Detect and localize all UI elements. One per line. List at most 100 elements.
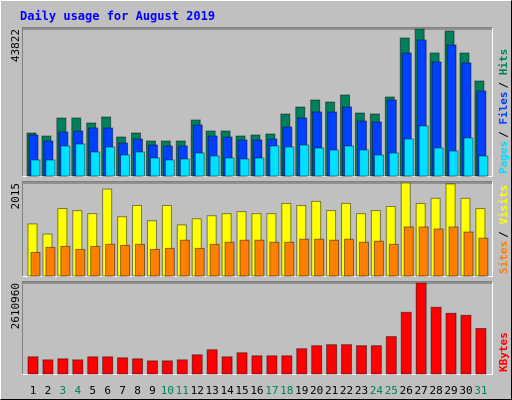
bar	[344, 238, 355, 277]
x-tick-label: 14	[220, 384, 234, 397]
bar	[418, 125, 429, 177]
x-tick-label: 13	[206, 384, 219, 397]
bar	[358, 149, 369, 177]
bar	[176, 359, 188, 375]
bar	[57, 358, 69, 375]
y-tick-label: 2015	[9, 183, 22, 210]
x-tick-label: 18	[280, 384, 293, 397]
bar	[72, 359, 84, 375]
legend-entry: Visits	[497, 185, 510, 225]
bar	[90, 245, 101, 277]
legend-entry: Hits	[497, 49, 510, 76]
bar	[209, 155, 220, 177]
bar	[269, 145, 280, 177]
bar	[415, 282, 427, 375]
bar	[132, 358, 144, 375]
bar	[355, 345, 367, 375]
x-tick-label: 7	[119, 384, 126, 397]
bar	[400, 311, 412, 375]
bar	[314, 238, 325, 277]
bar	[224, 157, 235, 177]
x-tick-label: 29	[444, 384, 457, 397]
bar	[224, 241, 235, 277]
x-tick-label: 9	[149, 384, 156, 397]
bar	[433, 228, 444, 277]
bar	[388, 243, 399, 277]
x-tick-label: 1	[30, 384, 37, 397]
bar	[403, 226, 414, 277]
bar	[209, 243, 220, 277]
legend-separator: /	[497, 131, 510, 138]
bar	[478, 155, 489, 177]
x-tick-label: 21	[325, 384, 338, 397]
x-tick-label: 11	[176, 384, 189, 397]
x-tick-label: 24	[370, 384, 384, 397]
bar	[344, 145, 355, 177]
x-tick-label: 15	[235, 384, 248, 397]
x-tick-label: 16	[250, 384, 263, 397]
bar	[311, 345, 323, 375]
x-tick-label: 25	[385, 384, 398, 397]
bar	[373, 154, 384, 177]
bar	[60, 245, 71, 277]
x-tick-label: 2	[45, 384, 52, 397]
bar	[430, 306, 442, 375]
bar	[117, 357, 129, 375]
bar	[299, 238, 310, 277]
x-tick-label: 5	[89, 384, 96, 397]
bar	[403, 138, 414, 177]
x-tick-label: 28	[429, 384, 442, 397]
x-tick-label: 17	[265, 384, 278, 397]
legend-entry: Sites	[497, 241, 510, 274]
x-tick-label: 19	[295, 384, 308, 397]
bar	[135, 243, 146, 277]
bar	[191, 354, 203, 375]
bar	[341, 344, 353, 375]
bar	[266, 355, 278, 375]
bar	[445, 312, 457, 375]
bar	[75, 248, 86, 277]
bar	[388, 152, 399, 177]
legend-entry: Files	[497, 92, 510, 125]
bar	[326, 344, 338, 375]
bar	[45, 159, 56, 177]
x-tick-label: 6	[104, 384, 111, 397]
bar	[448, 226, 459, 277]
bar	[251, 355, 263, 375]
panel-bevel	[22, 27, 493, 177]
x-tick-label: 10	[161, 384, 174, 397]
bar	[385, 336, 397, 375]
bar	[463, 231, 474, 277]
legend-separator: /	[497, 82, 510, 89]
bar	[102, 356, 114, 375]
bar	[236, 352, 248, 375]
bar	[105, 243, 116, 277]
bar	[45, 246, 56, 277]
bar	[370, 345, 382, 375]
bar	[269, 241, 280, 277]
x-tick-label: 12	[191, 384, 204, 397]
x-tick-label: 4	[74, 384, 81, 397]
legend: KBytes	[497, 332, 510, 372]
bar	[329, 239, 340, 277]
panel-bevel	[22, 281, 493, 375]
bar	[149, 157, 160, 177]
panel-bevel	[22, 181, 493, 277]
bar	[30, 252, 41, 277]
y-tick-label: 43822	[9, 29, 22, 62]
bar	[239, 239, 250, 277]
panel-bevel	[22, 281, 493, 375]
bar	[373, 240, 384, 277]
bar	[329, 149, 340, 177]
x-tick-label: 23	[355, 384, 368, 397]
legend-entry: KBytes	[497, 332, 510, 372]
bar	[120, 154, 131, 177]
bar	[60, 145, 71, 177]
bar	[194, 152, 205, 177]
legend: Pages / Files / Hits	[497, 49, 510, 174]
chart-title: Daily usage for August 2019	[20, 9, 215, 23]
bar	[179, 239, 190, 277]
bar	[75, 143, 86, 177]
